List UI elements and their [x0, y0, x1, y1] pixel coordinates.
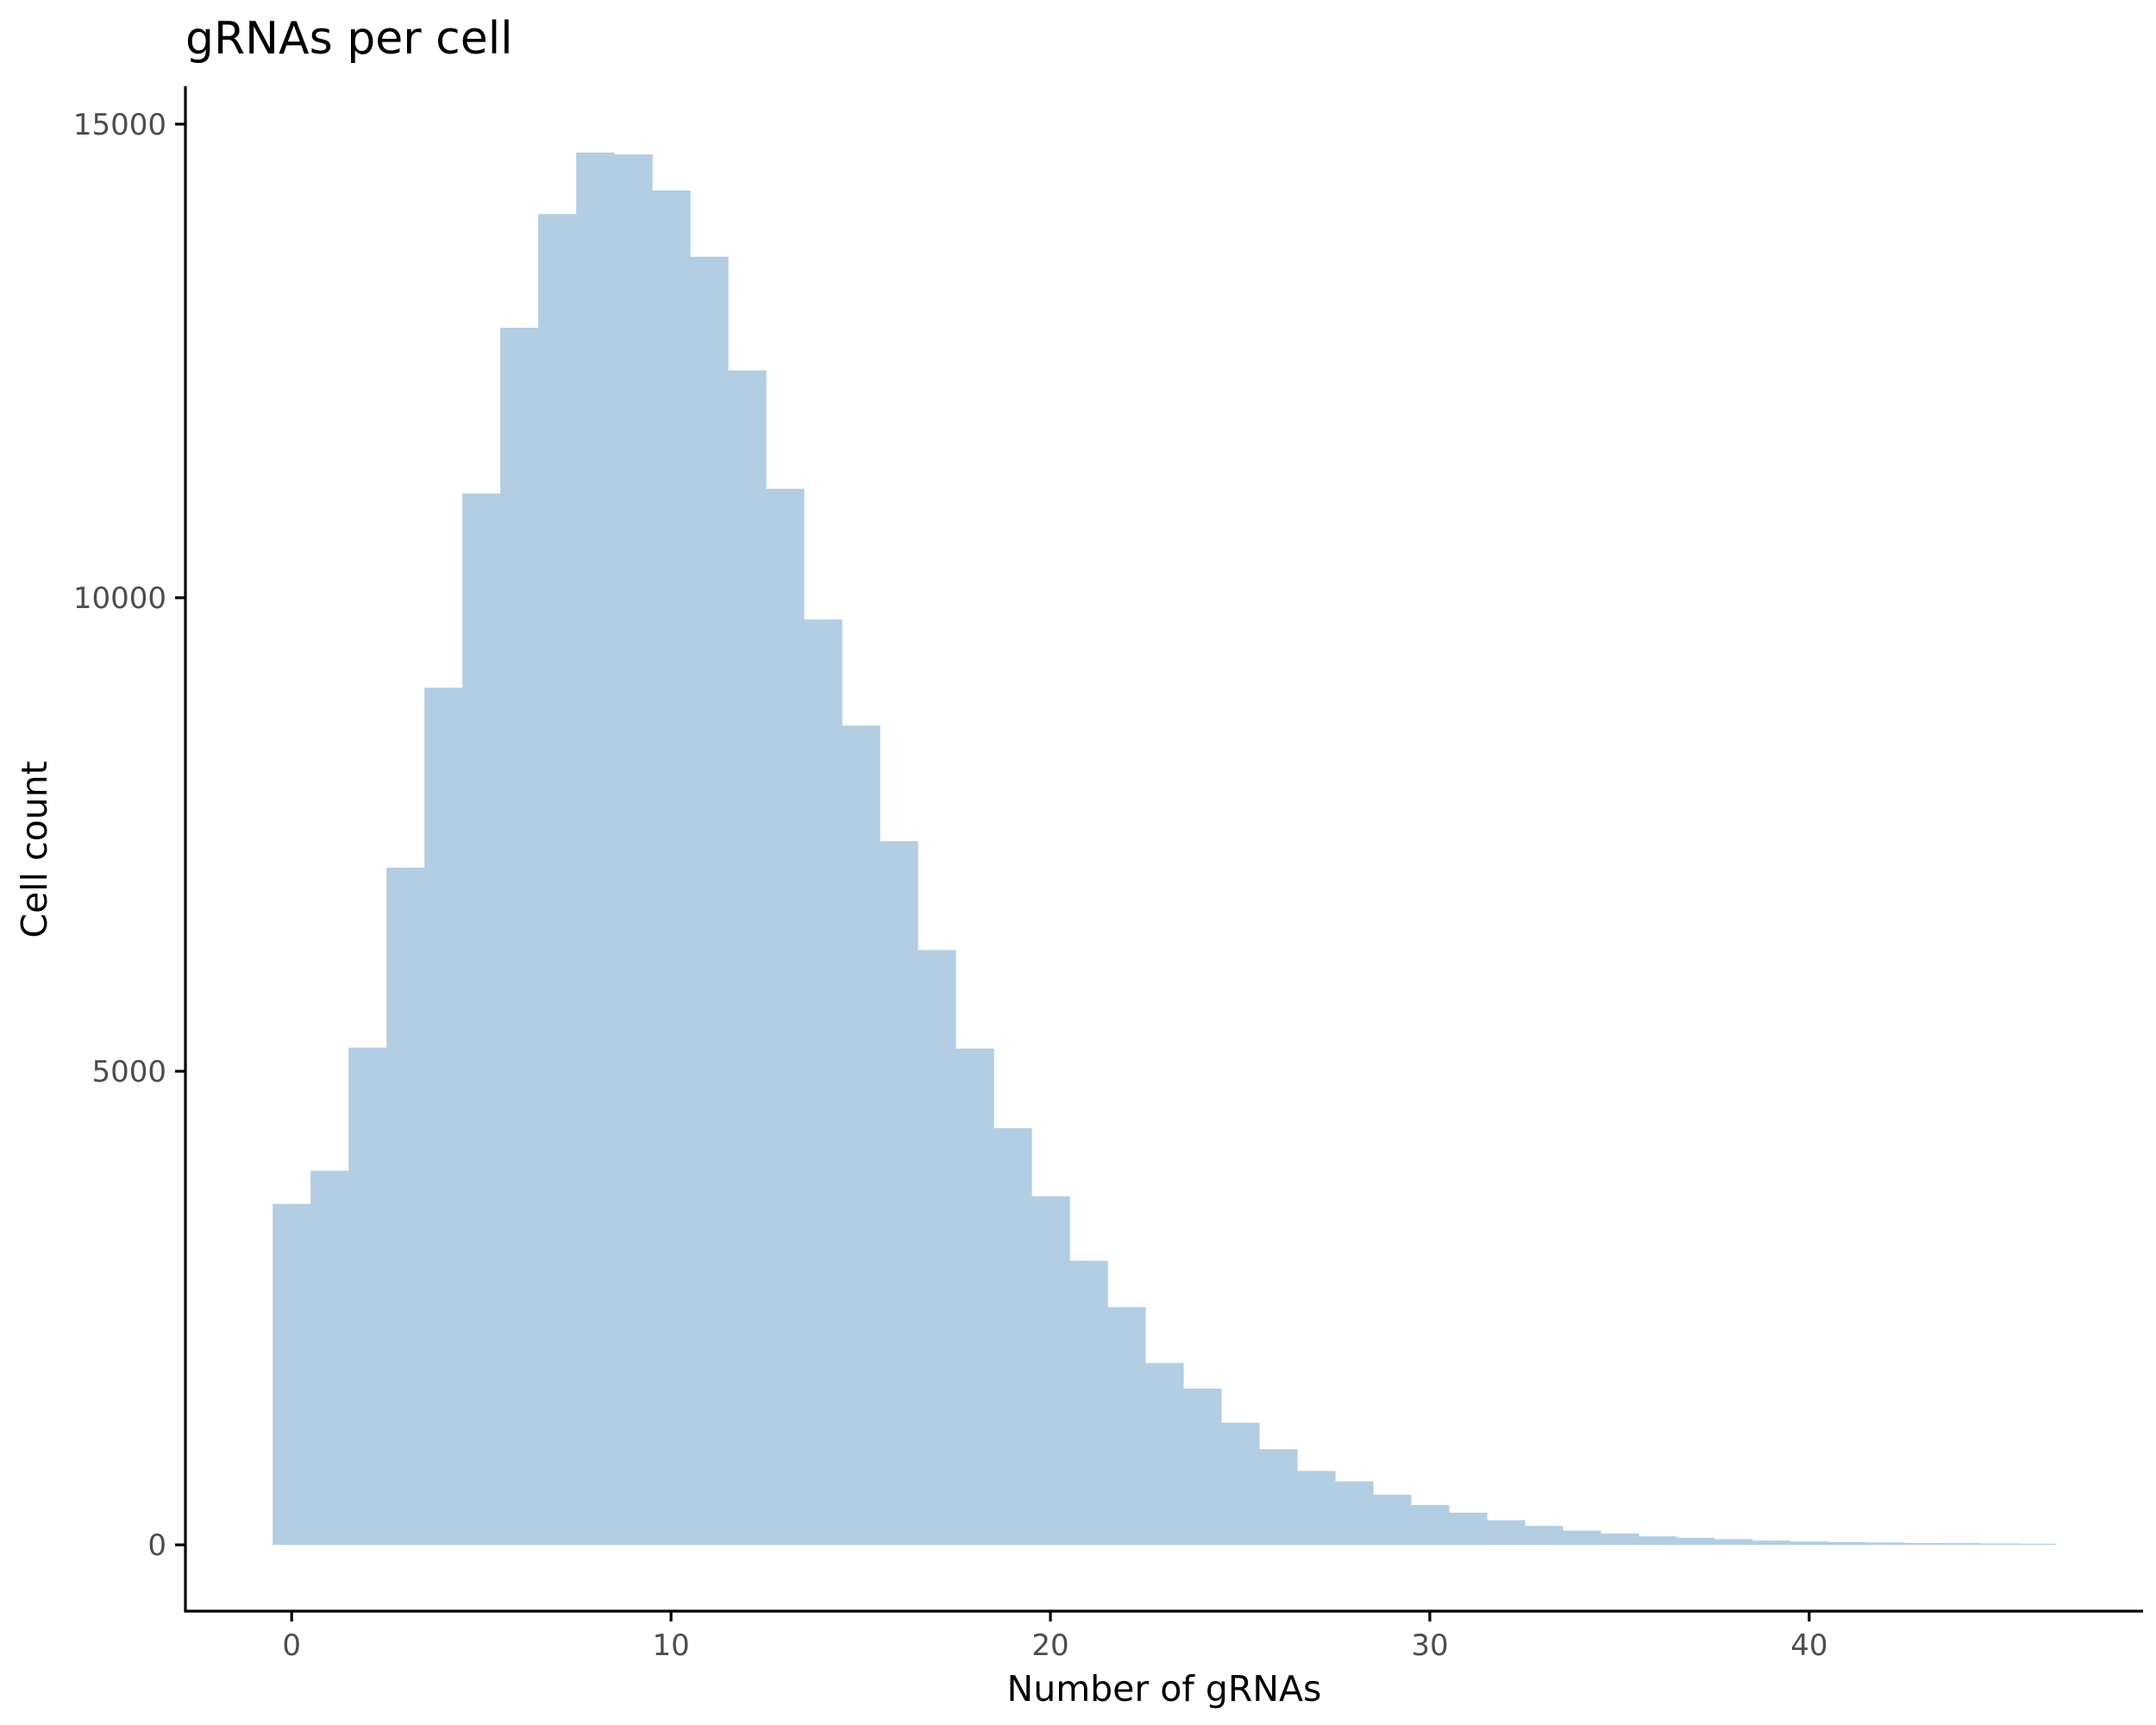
bar — [690, 256, 729, 1546]
bar — [1714, 1539, 1753, 1546]
bar — [728, 370, 767, 1546]
x-tick-label: 10 — [652, 1628, 689, 1663]
bar — [1752, 1540, 1791, 1546]
x-axis-title: Number of gRNAs — [1007, 1668, 1322, 1709]
bar — [880, 841, 918, 1546]
bar — [1789, 1541, 1829, 1546]
bar — [1941, 1543, 1981, 1546]
bar — [1334, 1481, 1374, 1546]
x-tick-label: 0 — [282, 1628, 301, 1663]
y-tick-label: 10000 — [73, 581, 166, 616]
bar — [386, 867, 425, 1546]
bar — [538, 214, 577, 1546]
bar — [1676, 1537, 1715, 1546]
bars-group — [273, 152, 2057, 1546]
bar — [842, 725, 881, 1546]
bar — [1562, 1530, 1601, 1546]
bar — [1827, 1541, 1867, 1546]
bar — [1410, 1505, 1450, 1546]
bar — [1448, 1512, 1488, 1546]
bar — [1372, 1494, 1412, 1546]
bar — [1524, 1526, 1564, 1546]
bar — [993, 1127, 1032, 1546]
bar — [1220, 1422, 1260, 1546]
y-axis-ticks: 0 5000 10000 15000 — [73, 108, 185, 1563]
bar — [804, 619, 843, 1546]
bar — [956, 1048, 994, 1546]
bar — [1107, 1307, 1146, 1546]
bar — [500, 328, 539, 1546]
bar — [1600, 1533, 1639, 1546]
bar — [1069, 1260, 1108, 1546]
bar — [1638, 1536, 1677, 1546]
bar — [652, 190, 691, 1546]
y-tick-label: 0 — [147, 1528, 166, 1563]
bar — [1979, 1543, 2019, 1546]
y-tick-label: 5000 — [91, 1055, 166, 1089]
bar — [576, 152, 615, 1546]
bar — [614, 154, 653, 1546]
bar — [462, 493, 501, 1546]
bar — [766, 488, 805, 1546]
bar — [918, 950, 956, 1546]
bar — [1031, 1196, 1070, 1546]
y-tick-label: 15000 — [73, 108, 166, 142]
x-tick-label: 30 — [1411, 1628, 1448, 1663]
x-tick-label: 40 — [1790, 1628, 1827, 1663]
bar — [348, 1047, 387, 1546]
bar — [1258, 1449, 1298, 1546]
bar — [310, 1170, 349, 1546]
bar — [2017, 1543, 2057, 1546]
x-tick-label: 20 — [1031, 1628, 1069, 1663]
bar — [424, 687, 463, 1546]
bar — [1296, 1471, 1336, 1546]
bar — [1145, 1363, 1184, 1546]
bar — [1903, 1542, 1943, 1546]
bar — [1182, 1388, 1222, 1546]
x-axis-ticks: 0 10 20 30 40 — [282, 1611, 1828, 1663]
chart-title: gRNAs per cell — [185, 13, 513, 65]
y-axis-title: Cell count — [14, 761, 55, 938]
bar — [273, 1203, 311, 1546]
bar — [1865, 1542, 1905, 1546]
bar — [1486, 1520, 1526, 1546]
